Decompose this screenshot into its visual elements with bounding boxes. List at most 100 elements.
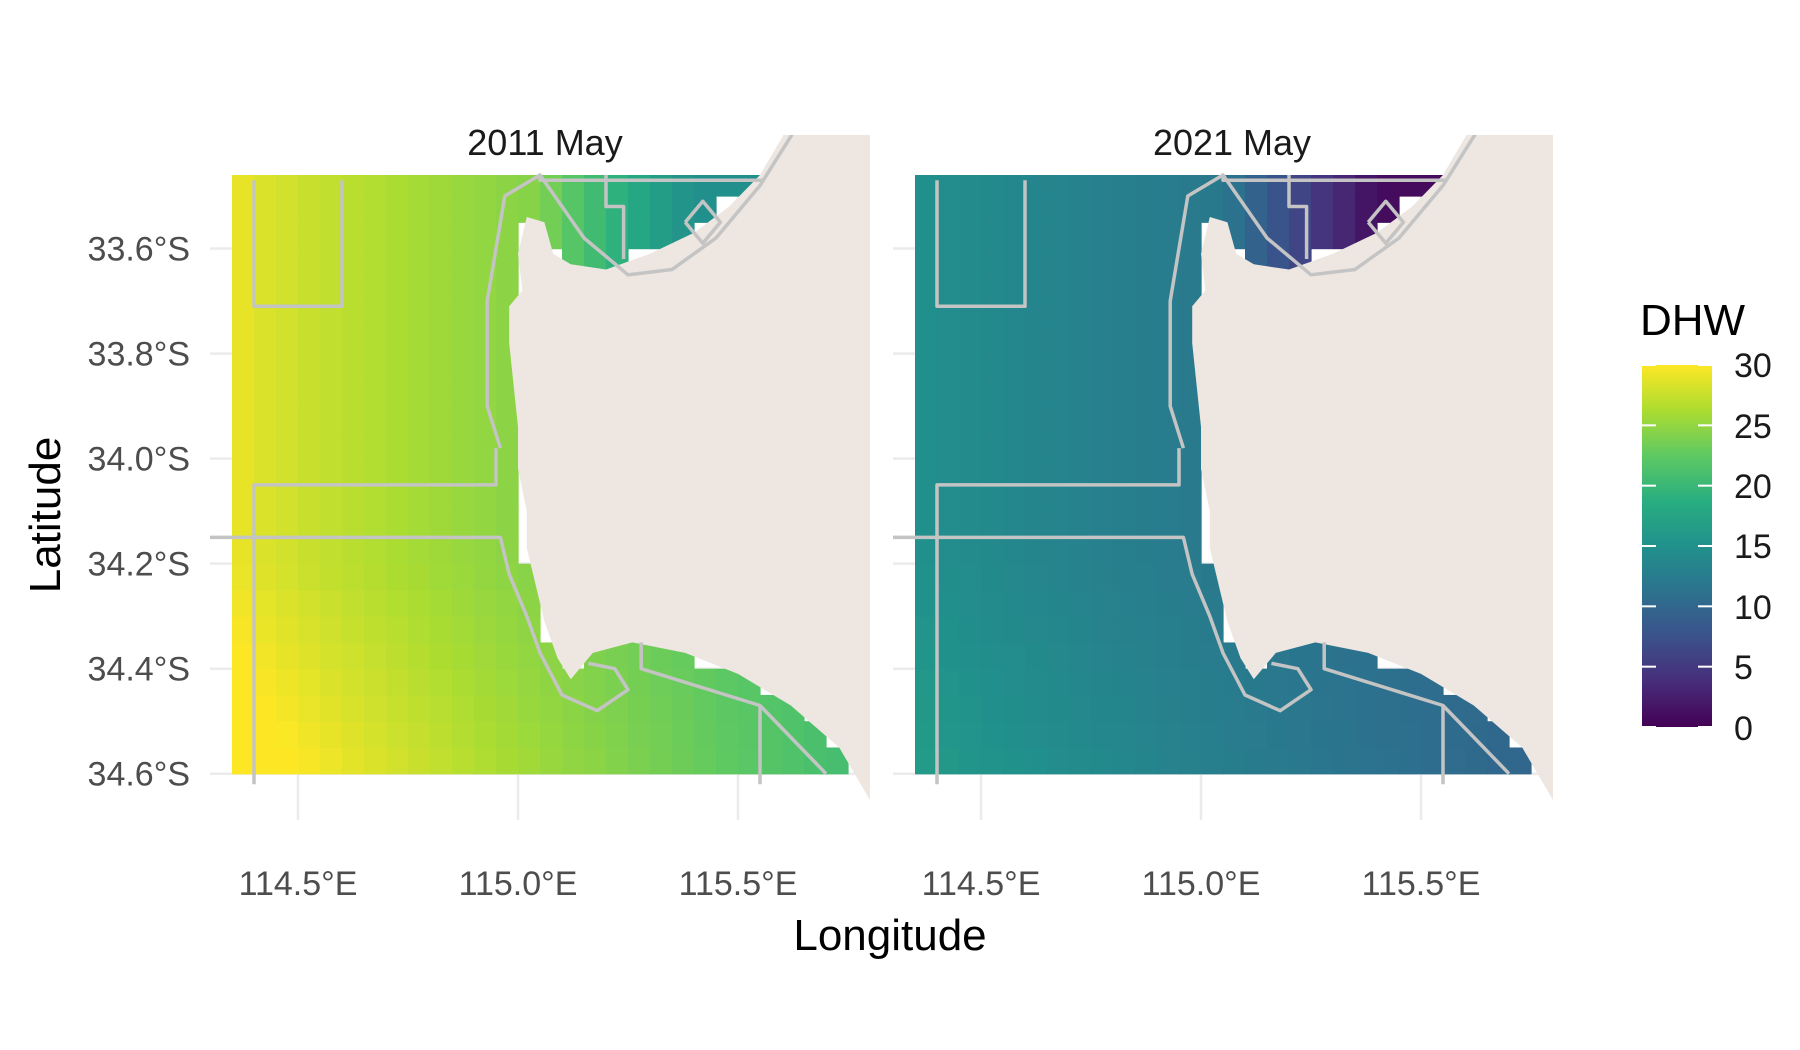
dhw-cell [937,248,960,276]
dhw-cell [1135,642,1158,670]
dhw-cell [1179,747,1202,775]
dhw-cell [254,327,277,355]
y-axis-title: Latitude [21,437,70,594]
dhw-cell [386,406,409,433]
dhw-cell [937,694,960,722]
dhw-cell [364,484,387,512]
coastline-land [1192,135,1553,800]
dhw-cell [628,642,651,670]
dhw-cell [276,353,299,381]
dhw-cell [276,196,299,223]
dhw-cell [915,563,938,591]
dhw-cell [1025,248,1048,276]
dhw-cell [1267,175,1290,197]
dhw-cell [1179,458,1202,486]
dhw-cell [342,432,365,460]
dhw-cell [1377,694,1400,722]
dhw-cell [1135,747,1158,775]
dhw-cell [1113,484,1136,512]
dhw-cell [1157,196,1180,223]
dhw-cell [672,747,695,775]
dhw-cell [1047,694,1070,722]
boundary-line [1366,199,1406,246]
dhw-cell [452,747,475,775]
dhw-cell [1223,694,1246,722]
dhw-cell [1135,432,1158,460]
dhw-cell [386,589,409,617]
dhw-cell [981,432,1004,460]
dhw-cell [342,274,365,302]
dhw-cell [474,668,497,696]
dhw-cell [1025,511,1048,538]
dhw-cell [959,511,982,538]
dhw-cell [386,222,409,250]
dhw-cell [1025,747,1048,775]
dhw-cell [981,484,1004,512]
dhw-cell [1355,721,1378,749]
dhw-cell [342,406,365,433]
dhw-cell [364,589,387,617]
dhw-cell [408,222,431,250]
dhw-cell [452,274,475,302]
dhw-cell [1113,589,1136,617]
dhw-cell [1025,301,1048,328]
dhw-cell [937,327,960,355]
dhw-cell [562,721,585,749]
dhw-cell [1091,747,1114,775]
dhw-cell [386,616,409,644]
dhw-cell [981,589,1004,617]
dhw-cell [342,694,365,722]
dhw-cell [650,175,673,197]
x-tick-label: 115.5°E [679,865,798,903]
dhw-cell [628,196,651,223]
dhw-cell [1113,248,1136,276]
dhw-cell [232,694,255,722]
dhw-cell [1399,668,1422,696]
dhw-cell [1069,511,1092,538]
dhw-cell [452,301,475,328]
dhw-cell [981,196,1004,223]
dhw-cell [1091,175,1114,197]
x-tick-label: 114.5°E [239,865,358,903]
dhw-cell [474,301,497,328]
dhw-cell [981,222,1004,250]
dhw-cell [386,196,409,223]
dhw-cell [430,616,453,644]
legend-tick-label: 0 [1734,710,1753,748]
dhw-cell [408,301,431,328]
boundary-line [935,180,1027,309]
dhw-cell [496,406,519,433]
dhw-cell [1025,379,1048,407]
dhw-cell [1047,616,1070,644]
dhw-cell [496,432,519,460]
dhw-cell [364,616,387,644]
dhw-cell [1069,616,1092,644]
land-mass [1192,135,1553,800]
dhw-cell [430,432,453,460]
dhw-cell [1157,458,1180,486]
dhw-cell [364,301,387,328]
boundary-line [935,448,1181,785]
dhw-cell [1333,694,1356,722]
dhw-cell [1025,353,1048,381]
legend-tick-label: 5 [1734,649,1753,687]
dhw-cell [606,721,629,749]
dhw-cell [716,721,739,749]
dhw-cell [364,222,387,250]
dhw-cell [650,721,673,749]
dhw-cell [915,694,938,722]
dhw-cell [628,668,651,696]
dhw-cell [606,642,629,670]
dhw-cell [1047,406,1070,433]
dhw-cell [915,484,938,512]
dhw-cell [298,353,321,381]
boundary-line [1287,175,1309,259]
dhw-cell [276,175,299,197]
dhw-cell [254,432,277,460]
dhw-cell [1091,379,1114,407]
dhw-cell [1135,353,1158,381]
dhw-cell [430,248,453,276]
dhw-cell [1025,484,1048,512]
dhw-cell [1069,406,1092,433]
dhw-cell [1179,589,1202,617]
